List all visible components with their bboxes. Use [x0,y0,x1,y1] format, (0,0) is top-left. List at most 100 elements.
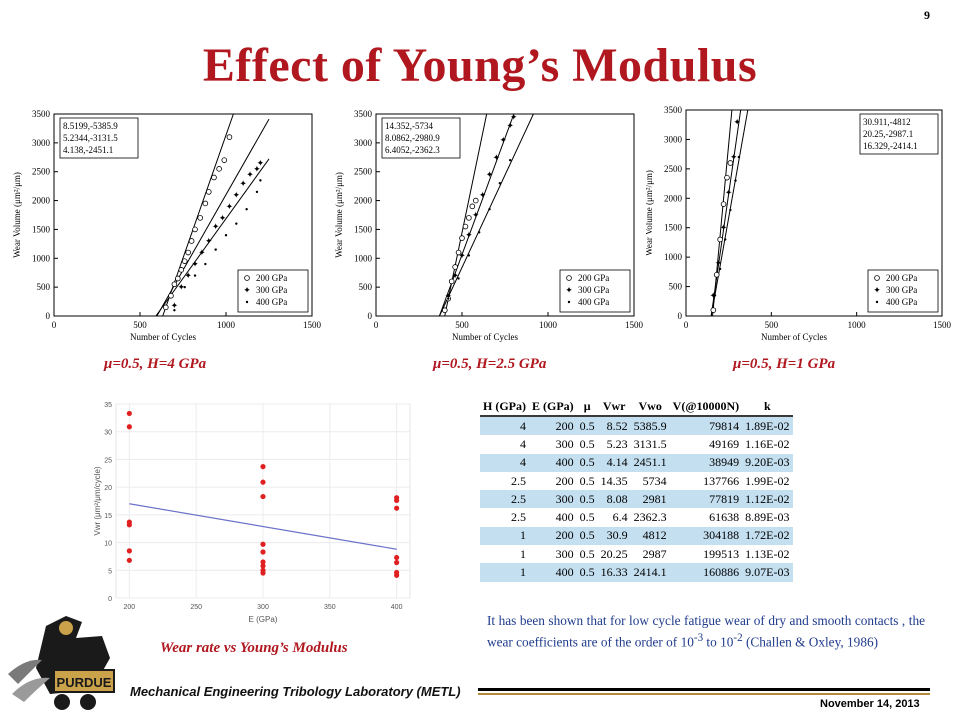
data-point-300gpa: ✦ [219,213,227,223]
data-point-300gpa: ✦ [725,187,733,197]
wear-rate-point [260,479,266,485]
data-point-300gpa: ✦ [178,282,186,292]
data-point-300gpa: ✦ [233,190,241,200]
data-point-300gpa: ✦ [510,112,518,122]
column-header: E (GPa) [529,397,577,417]
y-axis-label: Vwr (μm²/μm/cycle) [93,466,102,536]
fit-equation-label: 30.911,-4812 [863,117,911,127]
y-tick-label: 15 [104,513,112,520]
y-tick-label: 2000 [664,193,683,203]
table-cell: 5385.9 [630,416,670,436]
legend-box [237,269,309,313]
wear-volume-plot-h2-5: 0 500 1000 1500 2000 2500 3000 3500 0 500 1000 1500… [330,100,646,350]
wear-rate-point [394,505,400,511]
legend-marker-circle [244,275,250,281]
table-cell: 2987 [630,545,670,564]
wear-rate-point [260,464,266,470]
legend-label: 200 GPa [886,273,917,283]
fit-line [155,158,270,317]
data-point-400gpa [467,254,471,257]
wear-rate-point [260,549,266,555]
table-cell: 400 [529,508,577,527]
data-point-200gpa [724,174,730,181]
table-cell: 1.12E-02 [742,490,793,509]
data-point-300gpa: ✦ [730,152,738,162]
slide-title: Effect of Young’s Modulus [202,39,758,92]
data-point-400gpa [204,262,207,266]
data-point-300gpa: ✦ [226,201,234,211]
x-axis-label: E (GPa) [249,615,278,624]
y-tick-label: 1000 [32,253,51,263]
wear-rate-point [126,522,132,528]
slide-number: 9 [924,8,930,22]
data-point-200gpa [710,307,717,313]
table-cell: 0.5 [576,435,598,454]
table-cell: 1 [480,563,529,582]
table-cell: 5.23 [597,435,631,454]
table-row: 1 200 0.5 30.9 4812 304188 1.72E-02 [480,526,793,546]
data-point-200gpa [455,249,462,256]
data-point-200gpa [175,275,181,282]
data-point-400gpa [478,231,481,234]
data-point-400gpa [224,234,228,237]
fit-equation-label: 20.25,-2987.1 [863,129,913,139]
data-point-200gpa [442,307,448,314]
table-cell: 300 [529,545,577,564]
fit-line [710,109,749,317]
data-point-400gpa [498,182,502,185]
fit-equation-label: 14.352,-5734 [385,121,433,131]
table-cell: 1.72E-02 [742,526,793,546]
table-cell: 300 [529,435,577,454]
data-point-200gpa [171,281,178,288]
table-cell: 5734 [630,471,670,491]
data-point-300gpa: ✦ [239,178,247,188]
table-cell: 0.5 [576,453,598,472]
data-point-300gpa: ✦ [715,258,723,268]
table-cell: 199513 [669,545,743,564]
table-cell: 4 [480,416,529,436]
caption-h1: μ=0.5, H=1 GPa [733,356,836,372]
wear-rate-point [126,410,132,417]
data-point-300gpa: ✦ [171,301,179,311]
data-point-400gpa [235,222,238,225]
y-tick-label: 500 [359,282,373,292]
data-point-200gpa [466,215,472,221]
y-tick-label: 10 [104,541,112,548]
data-point-400gpa [183,285,186,289]
x-tick-label: 300 [257,604,269,611]
y-tick-label: 2000 [354,196,373,206]
table-cell: 77819 [669,490,743,509]
legend-marker-star: ✦ [243,285,251,295]
table-cell: 79814 [669,416,743,436]
y-tick-label: 3000 [664,134,683,144]
data-point-300gpa: ✦ [257,158,265,168]
y-axis-label: Wear Volume (μm²/μm) [12,172,22,258]
x-tick-label: 1000 [848,320,867,330]
legend-marker-star: ✦ [873,285,881,295]
data-point-300gpa: ✦ [710,290,718,300]
wear-rate-point [126,557,132,563]
data-point-300gpa: ✦ [205,236,213,246]
table-cell: 0.5 [576,563,598,582]
data-point-300gpa: ✦ [506,121,514,131]
table-cell: 8.08 [597,490,631,509]
note-text-3: (Challen & Oxley, 1986) [742,633,879,649]
data-point-400gpa [193,274,197,277]
y-tick-label: 2500 [354,167,373,177]
x-tick-label: 500 [455,320,469,330]
table-row: 4 200 0.5 8.52 5385.9 79814 1.89E-02 [480,416,793,436]
table-cell: 3131.5 [630,435,670,454]
x-tick-label: 350 [324,604,336,611]
wear-rate-point [394,572,400,578]
data-point-300gpa: ✦ [720,223,728,233]
table-cell: 4.14 [597,453,631,472]
table-cell: 2451.1 [630,453,670,472]
legend-label: 300 GPa [256,285,287,295]
footer-rule-accent [478,693,930,695]
data-point-400gpa [729,208,732,212]
footer-lab-name: Mechanical Engineering Tribology Laborat… [130,684,461,699]
data-point-200gpa [206,189,212,195]
data-point-400gpa [718,267,722,271]
data-point-200gpa [216,166,222,172]
caption-h4: μ=0.5, H=4 GPa [104,356,207,372]
